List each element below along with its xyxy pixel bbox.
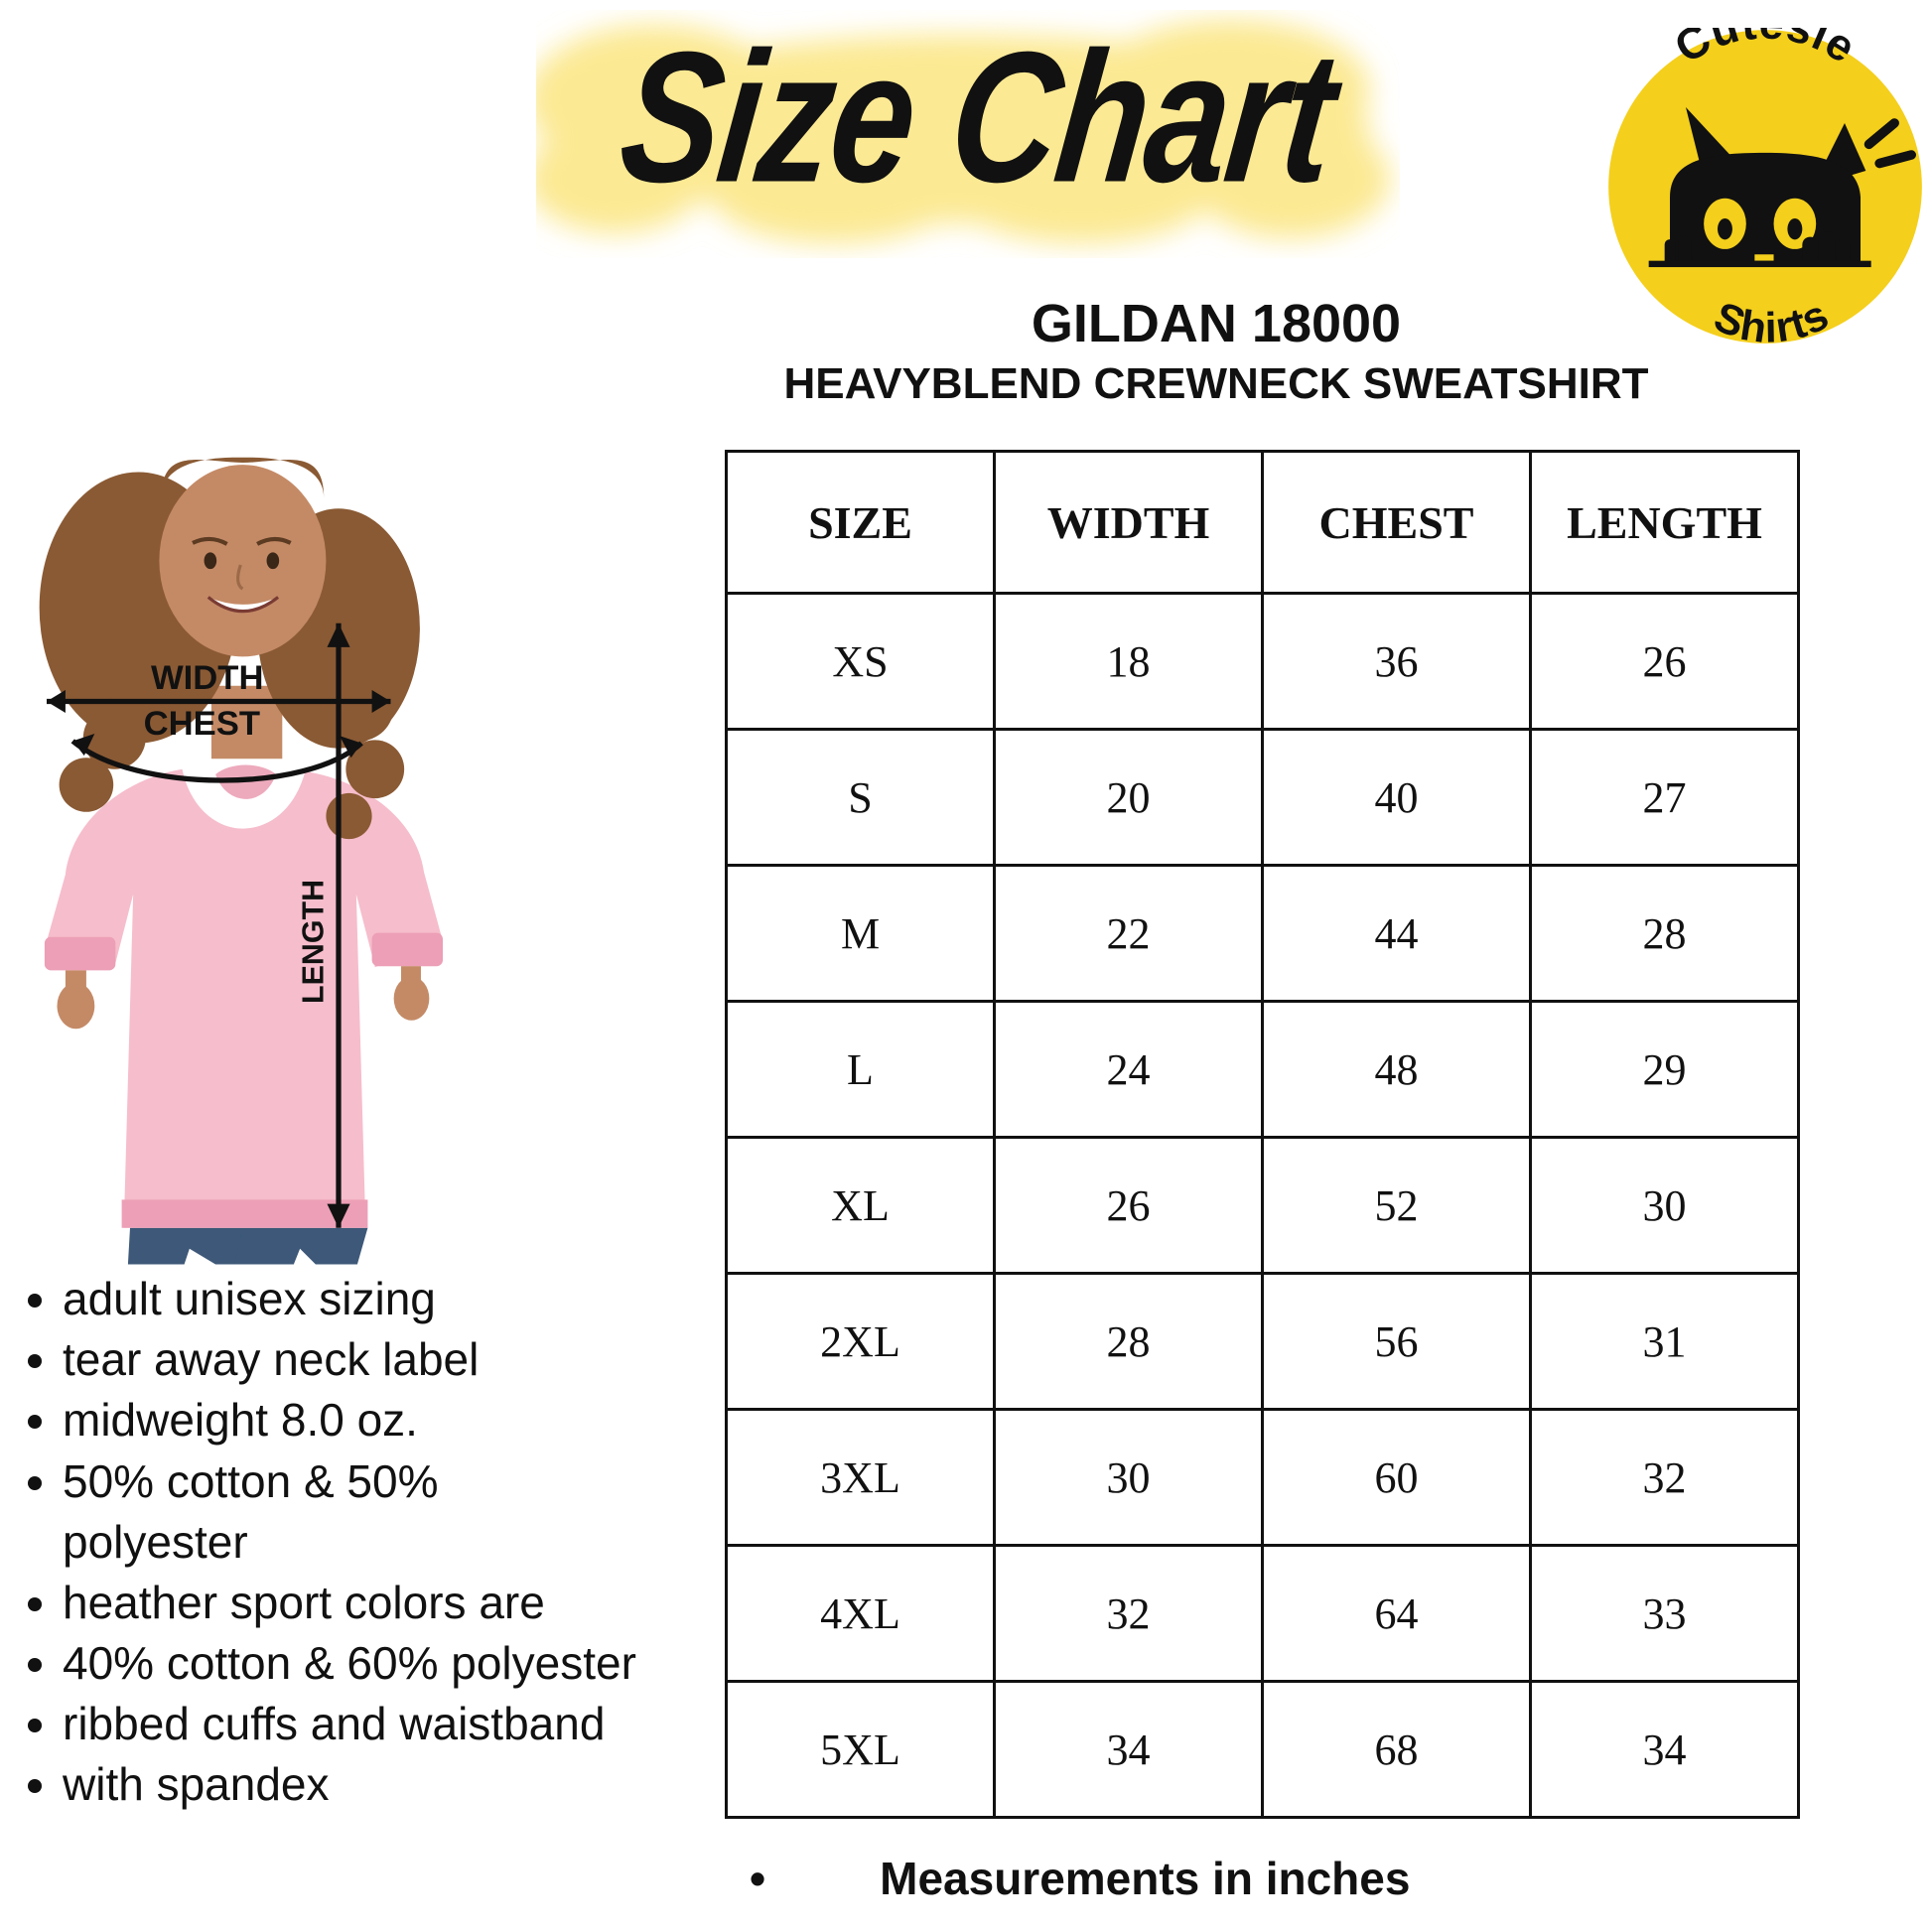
svg-text:CHEST: CHEST (144, 705, 260, 743)
svg-text:LENGTH: LENGTH (296, 880, 330, 1004)
svg-text:WIDTH: WIDTH (151, 659, 263, 697)
